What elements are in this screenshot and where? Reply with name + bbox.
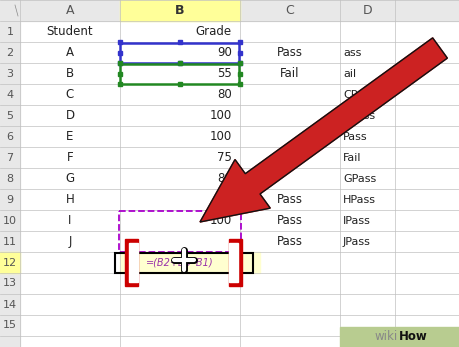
Bar [120,252,259,273]
Bar [0,252,20,273]
Text: 11: 11 [3,237,17,246]
Text: 5: 5 [6,110,13,120]
Bar [118,71,122,76]
Text: Grade: Grade [196,25,231,38]
Bar [339,327,459,347]
Text: IPass: IPass [342,215,370,226]
Text: wiki: wiki [374,330,397,344]
Text: Pass: Pass [276,214,302,227]
Text: Fail: Fail [342,152,361,162]
Text: 80: 80 [217,172,231,185]
Bar [115,253,252,272]
Text: GPass: GPass [342,174,375,184]
Text: 2: 2 [6,48,13,58]
Text: Pass: Pass [276,235,302,248]
Bar [118,40,122,44]
Text: H: H [66,193,74,206]
Text: 10: 10 [3,215,17,226]
Bar [229,243,238,282]
Text: 75: 75 [217,151,231,164]
Bar [178,82,182,86]
Bar [120,64,239,84]
Text: 90: 90 [217,46,231,59]
Text: ass: ass [342,48,361,58]
Bar [125,239,138,286]
Text: I: I [68,214,72,227]
Text: F: F [67,151,73,164]
Bar [237,40,241,44]
Text: D: D [65,109,74,122]
Text: 4: 4 [6,90,13,100]
Text: E: E [66,130,73,143]
Bar [178,40,182,44]
Text: 6: 6 [6,132,13,142]
Text: How: How [398,330,427,344]
Text: Student: Student [46,25,93,38]
Bar [120,42,239,62]
Text: ail: ail [342,68,355,78]
Bar [118,61,122,65]
Text: B: B [66,67,74,80]
Text: 55: 55 [217,67,231,80]
Text: Fail: Fail [280,67,299,80]
Text: C: C [285,4,294,17]
Text: Pass: Pass [276,46,302,59]
Text: 80: 80 [217,88,231,101]
Text: G: G [65,172,74,185]
Text: J: J [68,235,72,248]
Bar [237,51,241,54]
Text: DPass: DPass [342,110,375,120]
Bar [229,239,242,286]
Text: 13: 13 [3,279,17,288]
Text: 9: 9 [6,195,13,204]
Text: 12: 12 [3,257,17,268]
Bar [237,82,241,86]
Text: 8: 8 [6,174,13,184]
Text: =(B2+B3*B1): =(B2+B3*B1) [146,257,213,268]
Bar [118,61,122,65]
Text: 100: 100 [209,130,231,143]
Text: C: C [66,88,74,101]
Text: B: B [175,4,185,17]
Text: 100: 100 [209,214,231,227]
Bar [120,0,240,21]
Bar [178,61,182,65]
Bar [237,61,241,65]
Text: A: A [66,46,74,59]
Text: CPass: CPass [342,90,375,100]
Bar [0,0,459,21]
Text: 15: 15 [3,321,17,330]
Text: JPass: JPass [342,237,370,246]
Bar [118,82,122,86]
Bar [118,51,122,54]
Bar [178,61,182,65]
Text: 100: 100 [209,109,231,122]
Text: A: A [66,4,74,17]
Text: D: D [362,4,371,17]
Bar [237,61,241,65]
Text: 95: 95 [217,193,231,206]
Polygon shape [200,38,446,222]
Text: 7: 7 [6,152,13,162]
Text: Fail: Fail [280,151,299,164]
Text: Pass: Pass [342,132,367,142]
Bar [129,243,138,282]
Text: 14: 14 [3,299,17,310]
Text: 1: 1 [6,26,13,36]
Bar [0,0,20,347]
Bar [237,71,241,76]
Bar [119,211,241,252]
Text: HPass: HPass [342,195,375,204]
Text: Pass: Pass [276,193,302,206]
Text: 3: 3 [6,68,13,78]
